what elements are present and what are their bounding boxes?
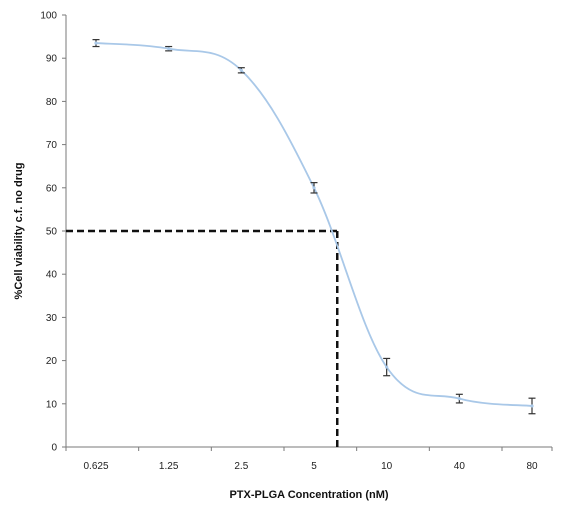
x-axis-title: PTX-PLGA Concentration (nM) <box>229 489 388 501</box>
x-tick-label: 2.5 <box>234 461 248 472</box>
data-point <box>385 365 389 369</box>
y-tick-label: 40 <box>46 270 58 281</box>
data-point <box>94 41 98 45</box>
y-tick-label: 60 <box>46 183 58 194</box>
x-tick-label: 1.25 <box>159 461 179 472</box>
y-tick-label: 30 <box>46 313 58 324</box>
y-tick-label: 10 <box>46 399 58 410</box>
ic50-guide-lines <box>66 229 339 447</box>
y-tick-label: 50 <box>46 227 58 238</box>
x-tick-label: 80 <box>526 461 538 472</box>
data-point <box>167 47 171 51</box>
y-tick-label: 90 <box>46 54 58 65</box>
x-tick-label: 5 <box>311 461 317 472</box>
x-tick-label: 0.625 <box>83 461 108 472</box>
y-ticks: 0 10 20 30 40 50 60 70 80 90 100 <box>40 11 66 454</box>
y-tick-label: 80 <box>46 97 58 108</box>
y-tick-label: 100 <box>40 11 57 22</box>
y-tick-label: 0 <box>51 443 57 454</box>
data-point <box>530 404 534 408</box>
x-tick-label: 40 <box>454 461 466 472</box>
data-point <box>312 186 316 190</box>
y-axis-title: %Cell viability c.f. no drug <box>13 163 25 300</box>
x-ticks: 0.625 1.25 2.5 5 10 40 80 <box>65 447 553 472</box>
data-point <box>239 68 243 72</box>
series-line <box>95 42 533 407</box>
y-tick-label: 20 <box>46 356 58 367</box>
y-tick-label: 70 <box>46 140 58 151</box>
data-point <box>457 397 461 401</box>
series-group <box>92 39 536 415</box>
x-tick-label: 10 <box>381 461 393 472</box>
